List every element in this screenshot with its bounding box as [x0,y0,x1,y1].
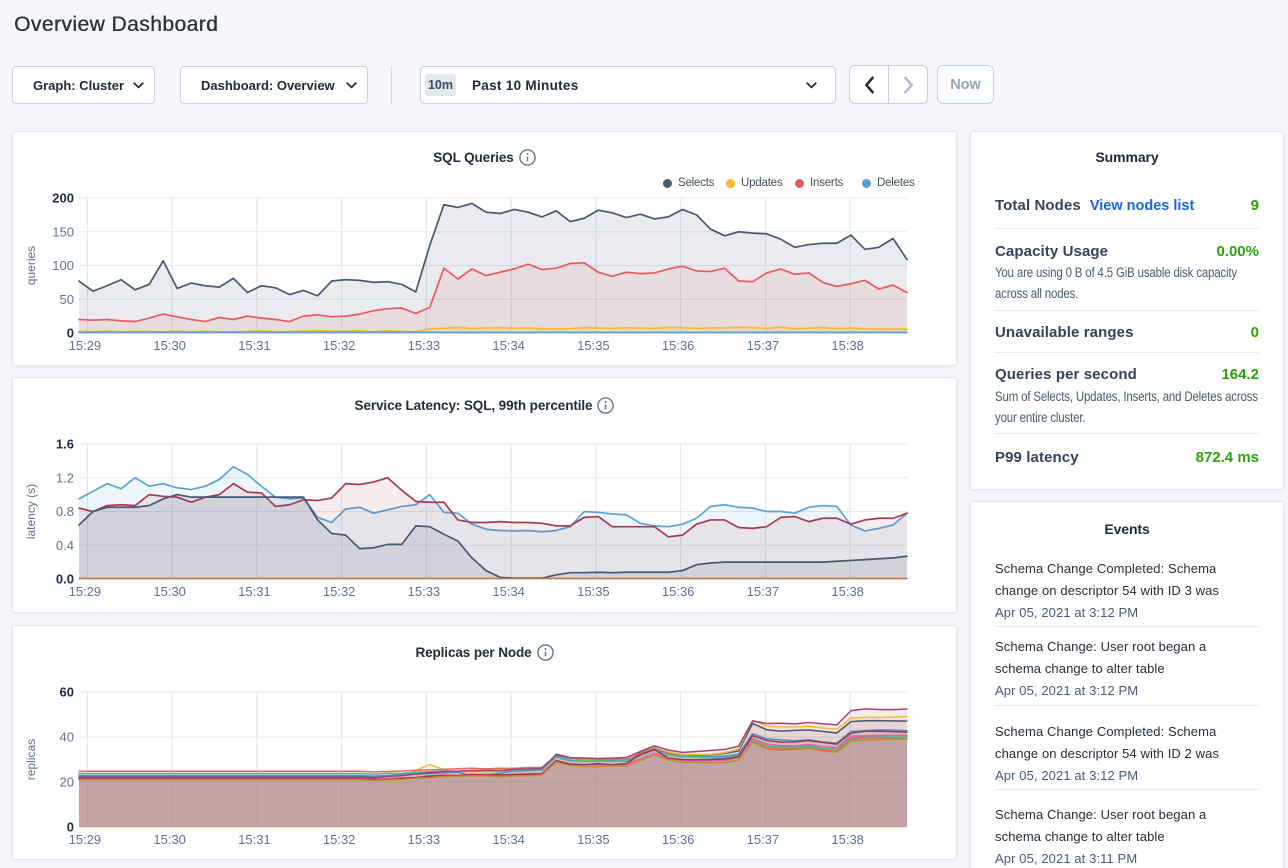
svg-text:15:35: 15:35 [577,832,610,847]
svg-text:15:36: 15:36 [662,832,695,847]
svg-text:15:31: 15:31 [238,584,271,599]
svg-text:15:31: 15:31 [238,832,271,847]
svg-text:15:33: 15:33 [408,338,441,353]
svg-text:15:31: 15:31 [238,338,271,353]
svg-text:15:35: 15:35 [577,584,610,599]
svg-text:15:30: 15:30 [153,584,186,599]
svg-text:15:38: 15:38 [831,832,864,847]
svg-text:1.2: 1.2 [56,470,74,485]
svg-text:15:32: 15:32 [323,832,356,847]
svg-text:15:37: 15:37 [747,832,780,847]
svg-text:15:37: 15:37 [747,338,780,353]
svg-text:15:29: 15:29 [69,584,102,599]
svg-text:0: 0 [67,326,74,341]
svg-text:40: 40 [60,730,74,745]
svg-text:50: 50 [60,292,74,307]
svg-text:0: 0 [67,820,74,835]
svg-text:15:34: 15:34 [492,832,525,847]
svg-text:15:32: 15:32 [323,584,356,599]
svg-text:15:34: 15:34 [492,584,525,599]
svg-text:15:38: 15:38 [831,584,864,599]
svg-text:15:35: 15:35 [577,338,610,353]
svg-text:0.4: 0.4 [56,538,74,553]
svg-text:200: 200 [52,191,74,206]
svg-text:15:36: 15:36 [662,584,695,599]
svg-text:15:38: 15:38 [831,338,864,353]
svg-text:0.0: 0.0 [56,572,74,587]
svg-text:15:32: 15:32 [323,338,356,353]
svg-text:15:33: 15:33 [408,832,441,847]
svg-text:0.8: 0.8 [56,504,74,519]
svg-text:15:29: 15:29 [69,832,102,847]
svg-text:latency (s): latency (s) [24,484,38,539]
svg-text:60: 60 [60,685,74,700]
svg-text:replicas: replicas [24,739,38,780]
svg-text:15:34: 15:34 [492,338,525,353]
svg-text:15:30: 15:30 [153,338,186,353]
svg-text:15:29: 15:29 [69,338,102,353]
svg-text:150: 150 [52,224,74,239]
svg-text:15:37: 15:37 [747,584,780,599]
svg-text:15:33: 15:33 [408,584,441,599]
svg-text:100: 100 [52,258,74,273]
svg-text:15:30: 15:30 [153,832,186,847]
svg-text:20: 20 [60,775,74,790]
svg-text:1.6: 1.6 [56,437,74,452]
svg-text:15:36: 15:36 [662,338,695,353]
svg-text:queries: queries [24,246,38,285]
